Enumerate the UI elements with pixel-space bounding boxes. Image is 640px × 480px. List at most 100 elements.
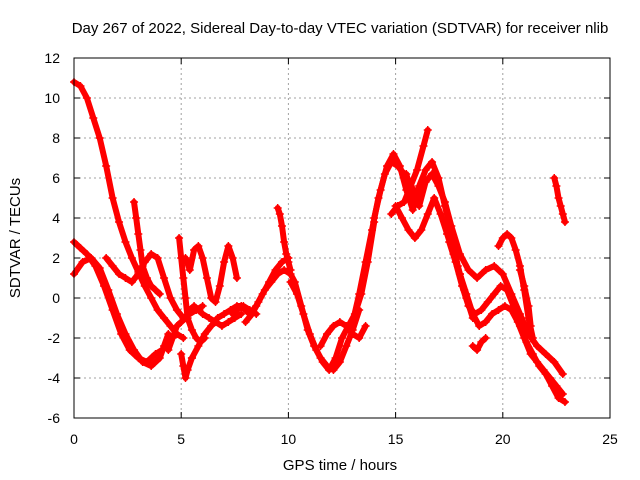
data-point: [102, 254, 111, 262]
data-point: [181, 374, 190, 382]
data-point: [127, 278, 136, 286]
series-group: [70, 78, 569, 406]
data-point: [335, 318, 344, 326]
data-point: [190, 246, 199, 254]
data-point: [138, 358, 147, 366]
data-point: [490, 262, 499, 270]
data-point: [483, 298, 492, 306]
data-point: [299, 310, 308, 318]
data-point: [524, 302, 533, 310]
data-point: [160, 314, 169, 322]
data-point: [121, 274, 130, 282]
data-point: [421, 166, 430, 174]
data-point: [286, 278, 295, 286]
x-tick-label: 0: [70, 431, 78, 447]
data-point: [95, 264, 104, 272]
data-point: [475, 322, 484, 330]
series-arc23: [455, 270, 567, 398]
data-point: [428, 170, 437, 178]
data-point: [179, 362, 188, 370]
data-point: [168, 334, 177, 342]
data-point: [434, 182, 443, 190]
data-point: [132, 214, 141, 222]
data-point: [121, 238, 130, 246]
data-point: [329, 322, 338, 330]
data-point: [419, 142, 428, 150]
data-point: [232, 306, 241, 314]
data-point: [464, 266, 473, 274]
data-point: [220, 258, 229, 266]
data-point: [192, 334, 201, 342]
data-point: [477, 338, 486, 346]
data-point: [423, 210, 432, 218]
series-arc27: [550, 174, 569, 226]
data-point: [112, 310, 121, 318]
data-point: [198, 254, 207, 262]
series-arc11: [228, 254, 293, 318]
data-point: [545, 374, 554, 382]
data-point: [550, 174, 559, 182]
data-point: [172, 322, 181, 330]
data-point: [515, 266, 524, 274]
series-arc15: [286, 218, 379, 374]
series-arc1: [70, 78, 188, 342]
data-point: [355, 290, 364, 298]
data-point: [82, 94, 91, 102]
data-point: [348, 318, 357, 326]
data-point: [383, 162, 392, 170]
data-point: [166, 294, 175, 302]
data-point: [312, 346, 321, 354]
data-point: [558, 210, 567, 218]
data-point: [507, 306, 516, 314]
data-point: [500, 302, 509, 310]
data-point: [260, 286, 269, 294]
series-line: [71, 239, 165, 365]
series-line: [182, 243, 240, 305]
data-point: [76, 82, 85, 90]
data-point: [436, 210, 445, 218]
data-point: [115, 218, 124, 226]
data-point: [473, 274, 482, 282]
data-point: [134, 270, 143, 278]
data-point: [445, 238, 454, 246]
data-point: [481, 266, 490, 274]
data-point: [494, 242, 503, 250]
data-point: [130, 198, 139, 206]
data-point: [134, 230, 143, 238]
chart-title: Day 267 of 2022, Sidereal Day-to-day VTE…: [72, 20, 609, 37]
data-point: [273, 204, 282, 212]
data-point: [451, 258, 460, 266]
data-point: [172, 306, 181, 314]
data-point: [108, 194, 117, 202]
data-point: [552, 382, 561, 390]
data-point: [462, 290, 471, 298]
y-tick-label: 4: [52, 210, 60, 226]
data-point: [237, 302, 246, 310]
data-point: [78, 258, 87, 266]
data-point: [151, 286, 160, 294]
data-point: [387, 210, 396, 218]
series-arc24: [468, 334, 490, 354]
data-point: [228, 310, 237, 318]
data-point: [127, 254, 136, 262]
data-point: [155, 290, 164, 298]
data-point: [76, 244, 85, 252]
data-point: [552, 182, 561, 190]
data-point: [443, 230, 452, 238]
data-point: [558, 370, 567, 378]
data-point: [528, 334, 537, 342]
data-point: [232, 274, 241, 282]
data-point: [179, 334, 188, 342]
data-point: [207, 294, 216, 302]
data-point: [194, 342, 203, 350]
data-point: [267, 278, 276, 286]
data-point: [280, 238, 289, 246]
data-point: [477, 306, 486, 314]
data-point: [560, 218, 569, 226]
data-point: [284, 258, 293, 266]
y-tick-label: 2: [52, 250, 60, 266]
data-point: [185, 266, 194, 274]
data-point: [322, 330, 331, 338]
data-point: [440, 198, 449, 206]
